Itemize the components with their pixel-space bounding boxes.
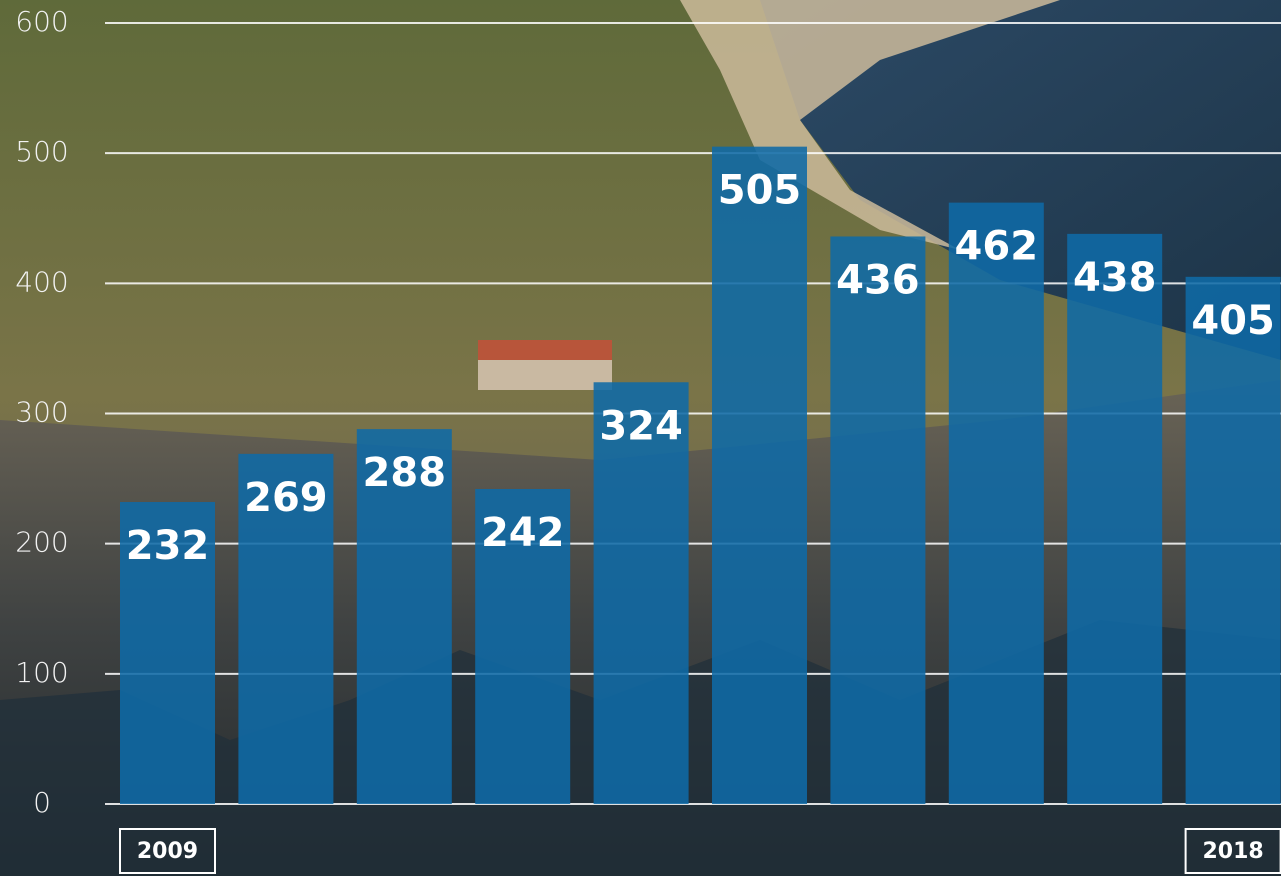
data-label: 505 <box>718 168 802 214</box>
data-label: 288 <box>363 450 447 496</box>
y-tick-label: 300 <box>15 396 68 429</box>
bar <box>238 453 334 804</box>
bar <box>1185 276 1281 804</box>
bar <box>593 382 689 804</box>
y-tick-label: 400 <box>15 265 68 298</box>
y-tick-label: 100 <box>15 656 68 689</box>
bar <box>120 502 215 804</box>
y-tick-label: 600 <box>15 5 68 38</box>
bar <box>712 146 807 805</box>
x-label-box <box>119 828 216 874</box>
y-tick-label: 0 <box>33 786 51 819</box>
data-label: 436 <box>836 257 920 303</box>
bar <box>830 236 926 804</box>
y-tick-label: 500 <box>15 135 68 168</box>
x-tick-label: 2018 <box>1202 839 1263 864</box>
data-label: 324 <box>599 403 683 449</box>
bar <box>948 202 1044 804</box>
x-tick-label: 2009 <box>137 839 198 864</box>
data-label: 269 <box>244 475 328 521</box>
bar <box>1067 233 1163 804</box>
plot-area: 0 100 200 300 400 500 600 232 2009 269 288 242 324 50… <box>15 5 1281 874</box>
data-label: 242 <box>481 510 565 556</box>
bar <box>475 488 571 804</box>
data-label: 438 <box>1073 255 1157 301</box>
data-label: 232 <box>126 523 210 569</box>
data-label: 405 <box>1191 298 1275 344</box>
y-tick-label: 200 <box>15 526 68 559</box>
bar <box>356 429 452 804</box>
data-label: 462 <box>955 224 1039 270</box>
